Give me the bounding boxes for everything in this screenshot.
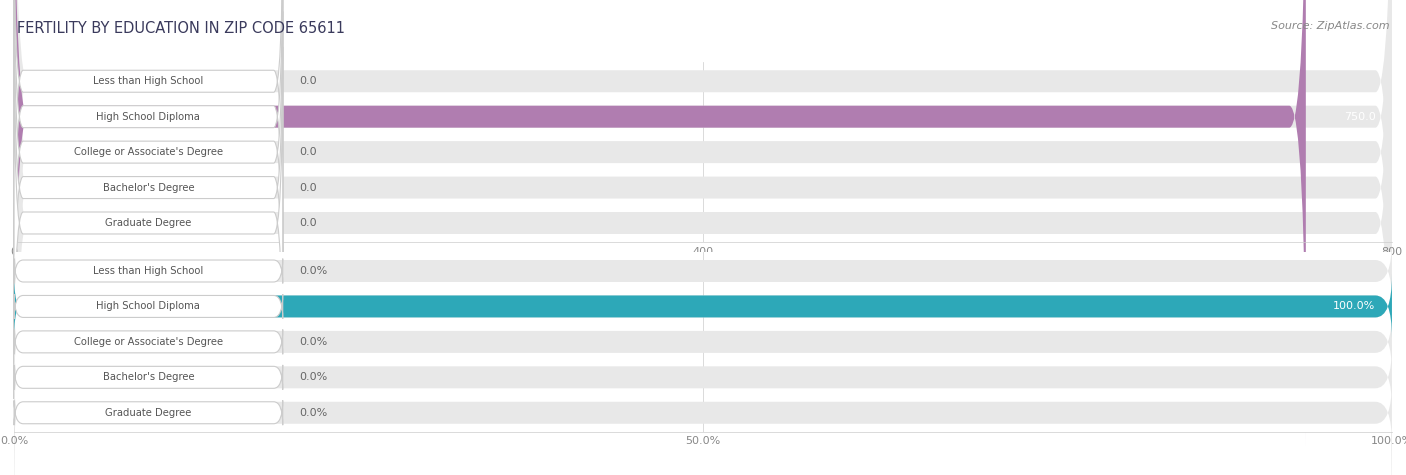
- FancyBboxPatch shape: [14, 346, 1392, 409]
- FancyBboxPatch shape: [14, 258, 283, 284]
- Text: Graduate Degree: Graduate Degree: [105, 408, 191, 418]
- FancyBboxPatch shape: [14, 294, 283, 319]
- Text: High School Diploma: High School Diploma: [97, 302, 200, 312]
- FancyBboxPatch shape: [14, 239, 1392, 303]
- FancyBboxPatch shape: [14, 11, 283, 364]
- Text: College or Associate's Degree: College or Associate's Degree: [75, 337, 224, 347]
- Text: College or Associate's Degree: College or Associate's Degree: [75, 147, 224, 157]
- Text: 0.0: 0.0: [299, 147, 316, 157]
- FancyBboxPatch shape: [14, 0, 283, 328]
- Text: 0.0%: 0.0%: [299, 372, 328, 382]
- Text: FERTILITY BY EDUCATION IN ZIP CODE 65611: FERTILITY BY EDUCATION IN ZIP CODE 65611: [17, 21, 344, 37]
- Text: 750.0: 750.0: [1344, 112, 1375, 122]
- Text: Less than High School: Less than High School: [93, 76, 204, 86]
- FancyBboxPatch shape: [14, 47, 283, 399]
- Text: 0.0%: 0.0%: [299, 337, 328, 347]
- Text: 0.0: 0.0: [299, 218, 316, 228]
- FancyBboxPatch shape: [14, 275, 1392, 338]
- Text: 0.0: 0.0: [299, 182, 316, 192]
- FancyBboxPatch shape: [14, 0, 1392, 446]
- FancyBboxPatch shape: [14, 0, 1306, 446]
- FancyBboxPatch shape: [14, 0, 1392, 475]
- Text: Less than High School: Less than High School: [93, 266, 204, 276]
- Text: 0.0%: 0.0%: [299, 408, 328, 418]
- FancyBboxPatch shape: [14, 0, 1392, 475]
- Text: Source: ZipAtlas.com: Source: ZipAtlas.com: [1271, 21, 1389, 31]
- FancyBboxPatch shape: [14, 275, 1392, 338]
- FancyBboxPatch shape: [14, 400, 283, 425]
- FancyBboxPatch shape: [14, 365, 283, 390]
- Text: Bachelor's Degree: Bachelor's Degree: [103, 182, 194, 192]
- Text: 0.0: 0.0: [299, 76, 316, 86]
- Text: Bachelor's Degree: Bachelor's Degree: [103, 372, 194, 382]
- FancyBboxPatch shape: [14, 310, 1392, 373]
- Text: 0.0%: 0.0%: [299, 266, 328, 276]
- FancyBboxPatch shape: [14, 0, 1392, 475]
- FancyBboxPatch shape: [14, 0, 283, 257]
- FancyBboxPatch shape: [14, 0, 283, 293]
- FancyBboxPatch shape: [14, 330, 283, 354]
- Text: 100.0%: 100.0%: [1333, 302, 1375, 312]
- FancyBboxPatch shape: [14, 0, 1392, 410]
- Text: Graduate Degree: Graduate Degree: [105, 218, 191, 228]
- FancyBboxPatch shape: [14, 381, 1392, 444]
- Text: High School Diploma: High School Diploma: [97, 112, 200, 122]
